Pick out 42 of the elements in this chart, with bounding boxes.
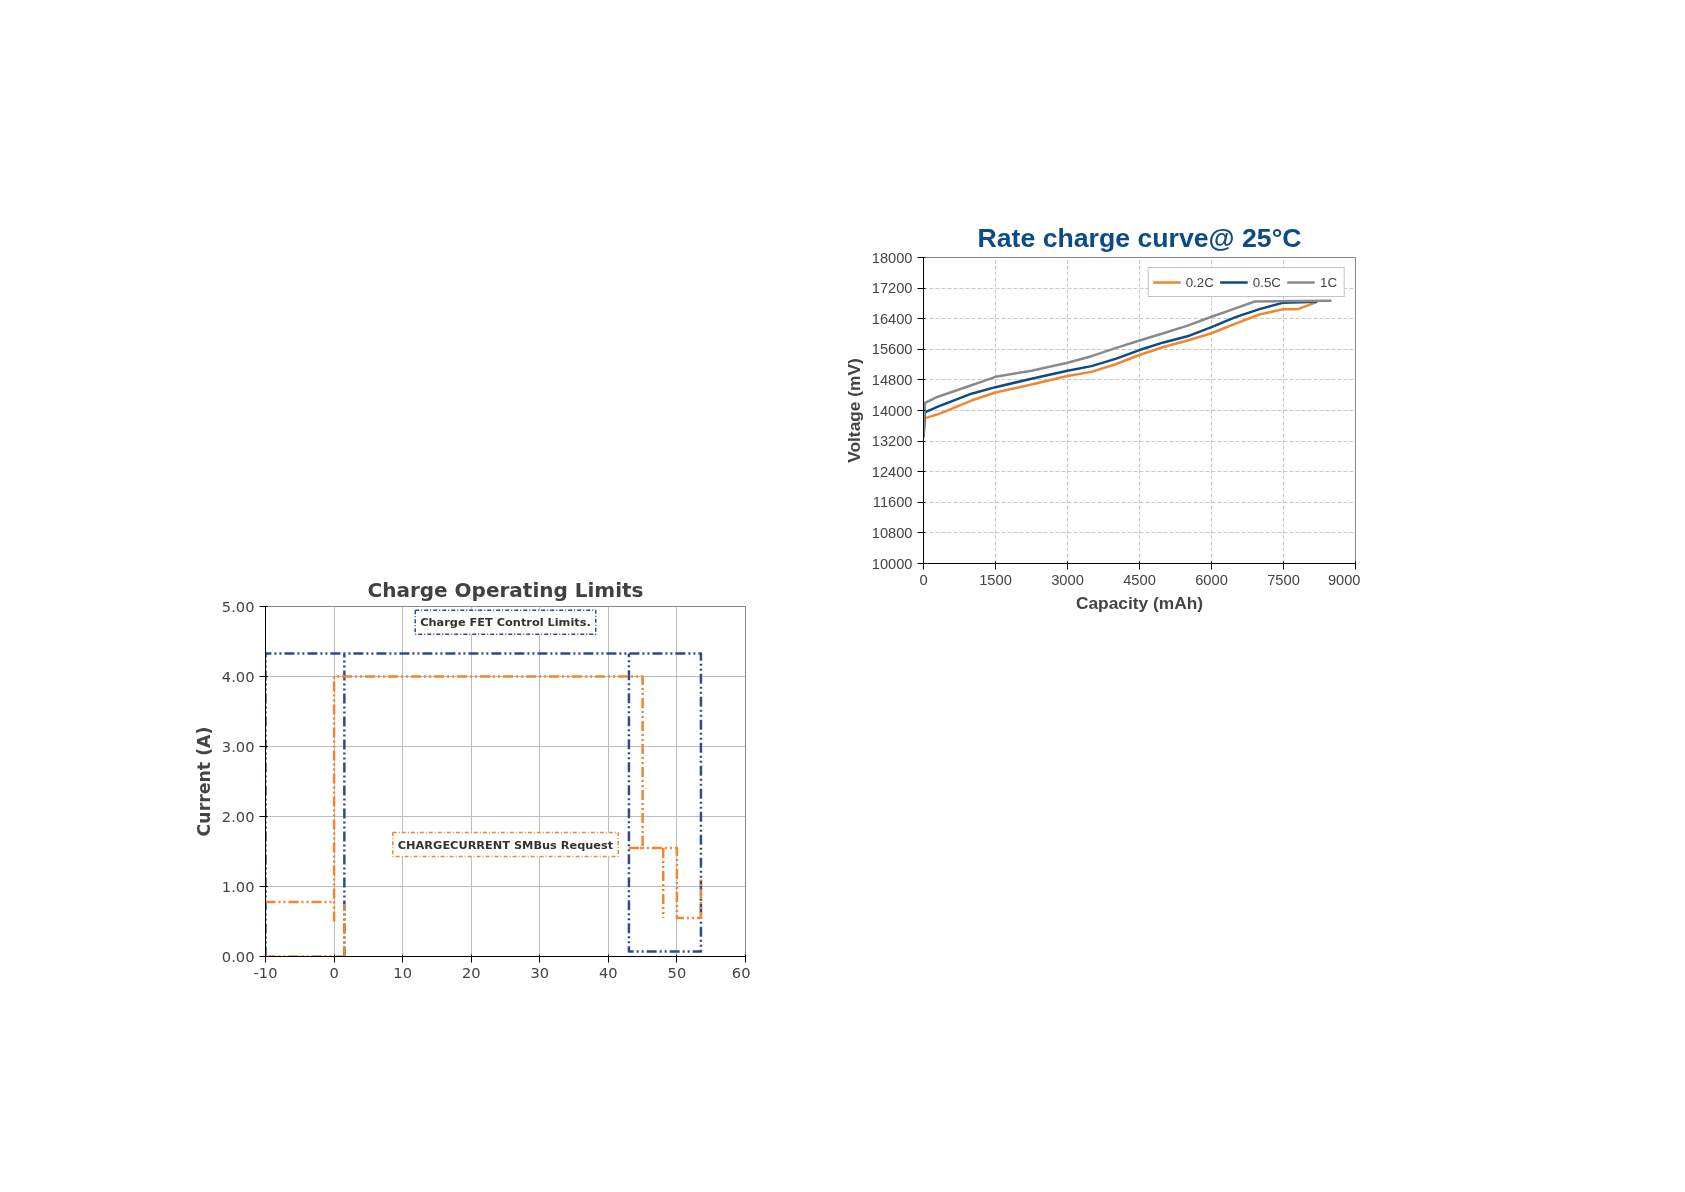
chart-title: Rate charge curve@ 25°C [977,222,1302,253]
y-tick-label: 10000 [871,555,913,572]
y-tick-label: 4.00 [221,667,255,685]
y-tick-label: 3.00 [221,737,255,755]
annotation: CHARGECURRENT SMBus Request [397,837,614,852]
y-tick-label: 13200 [871,433,913,450]
x-tick-label: 50 [667,963,687,981]
x-tick-label: 6000 [1195,571,1228,588]
x-tick-label: 20 [461,963,481,981]
y-axis-title: Current (A) [193,726,214,837]
x-axis-title: Capacity (mAh) [1075,592,1204,613]
y-tick-label: 14800 [871,371,913,388]
x-tick-label: 40 [599,963,618,981]
y-tick-label: 15600 [871,341,913,358]
y-tick-label: 14000 [871,402,913,419]
x-tick-label: 7500 [1267,571,1300,588]
legend-label: 0.2C [1185,274,1214,290]
x-tick-label: 3000 [1051,571,1084,588]
x-tick-label: 60 [731,963,751,981]
y-tick-label: 0.00 [221,947,255,965]
x-tick-label: 30 [530,963,550,981]
x-tick-label: 4500 [1123,571,1156,588]
y-tick-label: 10800 [871,524,913,541]
y-tick-label: 1.00 [221,877,255,895]
x-tick-label: 1500 [979,571,1012,588]
y-tick-label: 17200 [871,280,913,297]
x-tick-label: 10 [393,963,412,981]
legend-label: 1C [1320,274,1339,290]
y-tick-label: 2.00 [221,807,255,825]
y-tick-label: 11600 [872,494,913,511]
chart-title: Charge Operating Limits [367,577,644,602]
legend-label: 0.5C [1252,274,1281,290]
y-axis-title: Voltage (mV) [843,358,864,463]
x-tick-label: 0 [329,963,339,981]
y-tick-label: 16400 [871,310,913,327]
annotation: Charge FET Control Limits. [420,615,591,630]
x-tick-label: 9000 [1327,571,1361,588]
x-tick-label: 0 [919,571,928,588]
y-tick-label: 18000 [871,249,913,266]
y-tick-label: 12400 [871,463,913,480]
x-tick-label: -10 [253,963,278,981]
y-tick-label: 5.00 [221,597,255,615]
